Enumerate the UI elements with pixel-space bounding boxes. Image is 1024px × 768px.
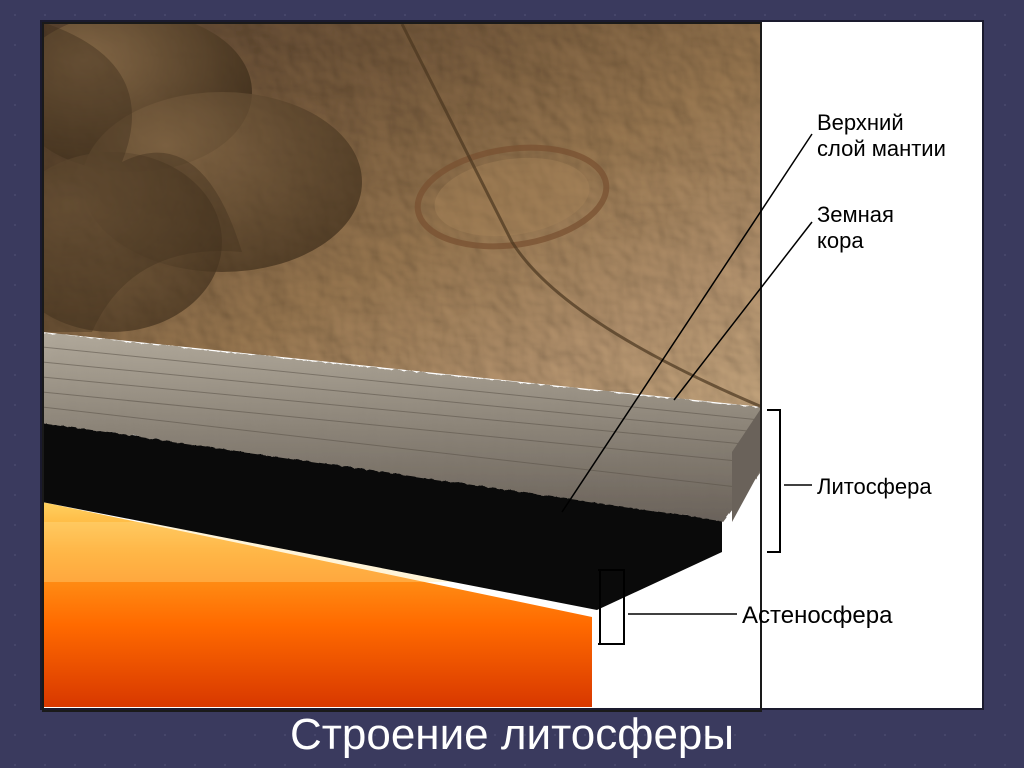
label-upper-mantle-line2: слой мантии [817, 136, 946, 161]
slide-frame: Верхний слой мантии Земная кора Литосфер… [40, 20, 984, 710]
label-upper-mantle-line1: Верхний [817, 110, 904, 135]
label-lithosphere: Литосфера [817, 474, 932, 500]
lithosphere-diagram [42, 22, 762, 712]
label-crust-line1: Земная [817, 202, 894, 227]
slide-title: Строение литосферы [0, 710, 1024, 760]
label-asthenosphere: Астеносфера [742, 602, 892, 631]
label-crust-line2: кора [817, 228, 864, 253]
label-upper-mantle: Верхний слой мантии [817, 110, 946, 163]
diagram-svg [42, 22, 762, 712]
label-crust: Земная кора [817, 202, 894, 255]
